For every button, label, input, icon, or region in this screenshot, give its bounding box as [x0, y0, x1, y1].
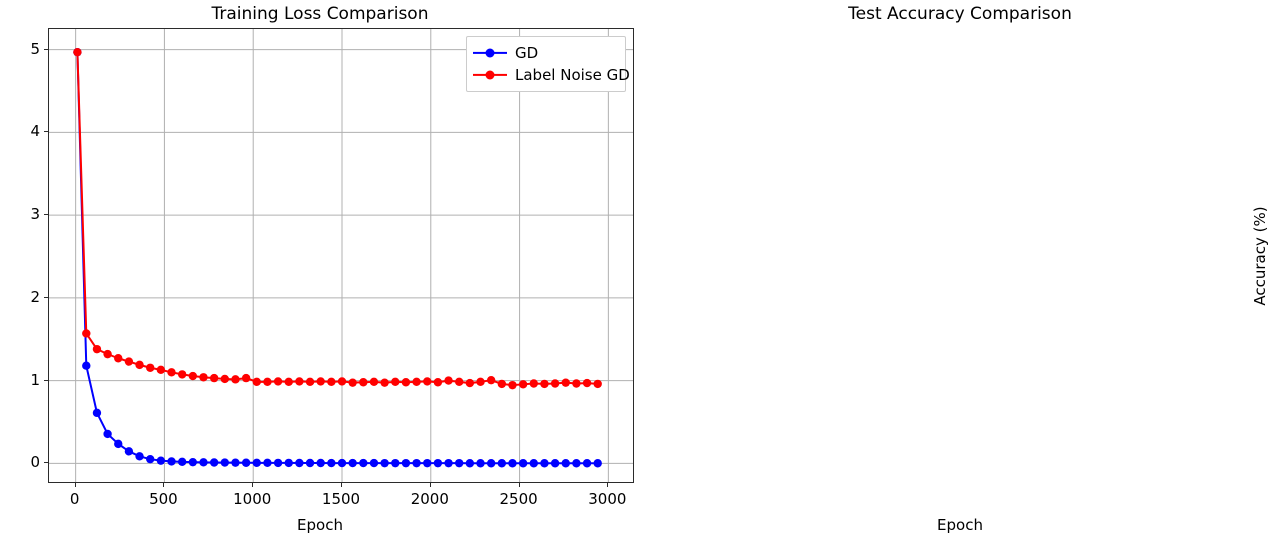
x-tick-label: 2000 [410, 490, 449, 508]
legend-swatch-label-noise-gd [473, 68, 507, 82]
chart-legend[interactable]: GD Label Noise GD [466, 36, 630, 92]
x-tickmark [607, 483, 609, 487]
x-tick-label: 500 [149, 490, 178, 508]
x-tick-label: 1000 [233, 490, 272, 508]
y-tickmark [44, 462, 48, 464]
x-tick-label: 3000 [588, 490, 627, 508]
y-tickmark [44, 131, 48, 133]
legend-swatch-gd [473, 46, 507, 60]
x-tickmark [163, 483, 165, 487]
test-accuracy-panel: Test Accuracy Comparison0500100015002000… [640, 0, 1280, 549]
y-tick-label: 3 [30, 205, 40, 224]
legend-label: GD [515, 44, 539, 62]
x-tickmark [429, 483, 431, 487]
legend-item[interactable]: Label Noise GD [473, 64, 630, 86]
x-tickmark [74, 483, 76, 487]
legend-item[interactable]: GD [473, 42, 617, 64]
legend-label: Label Noise GD [515, 66, 630, 84]
x-tick-label: 0 [69, 490, 80, 508]
y-tick-label: 4 [30, 122, 40, 141]
x-tickmark [252, 483, 254, 487]
y-axis-label: Accuracy (%) [1251, 205, 1269, 306]
plot-area [48, 28, 634, 483]
y-tick-label: 1 [30, 370, 40, 389]
x-tickmark [341, 483, 342, 487]
y-tick-label: 5 [30, 39, 40, 58]
training-loss-panel: Training Loss Comparison 0 500 1000 1500 2000… [30, 4, 634, 534]
x-tick-label: 2500 [499, 490, 538, 508]
y-tickmark [44, 48, 48, 50]
x-tickmark [518, 483, 520, 487]
y-tick-label: 2 [30, 287, 40, 306]
x-tick-label: 1500 [321, 490, 361, 508]
chart-title: Test Accuracy Comparison [848, 4, 1072, 24]
y-tick-label: 0 [30, 453, 40, 472]
y-tickmark [44, 379, 48, 381]
y-tickmark [44, 214, 48, 216]
x-axis-label: Epoch [937, 516, 983, 534]
chart-title: Training Loss Comparison [211, 4, 429, 24]
x-axis-label: Epoch [297, 516, 343, 534]
y-tickmark [44, 296, 48, 298]
